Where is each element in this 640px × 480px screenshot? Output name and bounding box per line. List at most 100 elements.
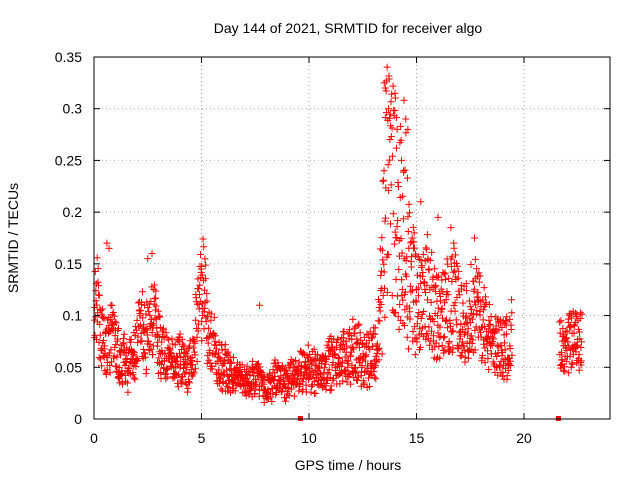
grid [94, 57, 610, 419]
data-point [146, 311, 154, 319]
data-point [133, 316, 141, 324]
data-point [564, 318, 572, 326]
data-point [475, 269, 483, 277]
data-point [453, 262, 461, 270]
data-point [430, 332, 438, 340]
data-point [199, 235, 207, 243]
data-point [281, 380, 289, 388]
data-point [452, 251, 460, 259]
data-point [103, 239, 111, 247]
data-point [196, 250, 204, 258]
data-point [435, 342, 443, 350]
data-point [95, 354, 103, 362]
data-point [411, 244, 419, 252]
data-point [138, 300, 146, 308]
data-point [475, 278, 483, 286]
data-point [99, 313, 107, 321]
data-point [104, 329, 112, 337]
data-point [219, 378, 227, 386]
data-point [370, 364, 378, 372]
data-point [404, 125, 412, 133]
data-point [198, 337, 206, 345]
data-point [156, 313, 164, 321]
data-point [326, 386, 334, 394]
data-point [231, 387, 239, 395]
data-point [397, 235, 405, 243]
data-point [404, 228, 412, 236]
data-point [416, 343, 424, 351]
data-point [307, 388, 315, 396]
data-point [106, 362, 114, 370]
data-point [371, 362, 379, 370]
data-point [393, 114, 401, 122]
data-point [123, 379, 131, 387]
data-point [149, 351, 157, 359]
data-point [221, 360, 229, 368]
data-point [456, 291, 464, 299]
data-point [260, 399, 268, 407]
data-point [427, 315, 435, 323]
data-point [381, 214, 389, 222]
data-point [480, 340, 488, 348]
data-point [473, 265, 481, 273]
data-point [338, 340, 346, 348]
data-point [295, 387, 303, 395]
data-point [195, 285, 203, 293]
data-point [449, 268, 457, 276]
data-point [357, 336, 365, 344]
data-point [130, 374, 138, 382]
x-tick-label: 5 [198, 430, 206, 446]
data-point [157, 369, 165, 377]
data-point [337, 362, 345, 370]
data-point [375, 344, 383, 352]
data-point [415, 308, 423, 316]
data-point [576, 309, 584, 317]
data-point [558, 348, 566, 356]
data-point [152, 287, 160, 295]
data-point [506, 315, 514, 323]
data-point [393, 292, 401, 300]
data-point [162, 375, 170, 383]
data-point [440, 349, 448, 357]
data-point [433, 273, 441, 281]
data-point [435, 333, 443, 341]
data-point [408, 253, 416, 261]
data-point [407, 263, 415, 271]
data-point [476, 311, 484, 319]
y-tick-label: 0.35 [55, 49, 82, 65]
data-point [444, 324, 452, 332]
data-point [508, 296, 516, 304]
data-point [155, 312, 163, 320]
data-point [143, 331, 151, 339]
data-point [443, 316, 451, 324]
data-point [210, 313, 218, 321]
data-point [154, 331, 162, 339]
data-point [293, 366, 301, 374]
data-point [302, 381, 310, 389]
data-point [473, 307, 481, 315]
data-point [110, 312, 118, 320]
data-point [486, 320, 494, 328]
data-point [395, 325, 403, 333]
data-point [386, 135, 394, 143]
data-point [410, 238, 418, 246]
data-point [329, 375, 337, 383]
data-point [200, 243, 208, 251]
data-point [407, 288, 415, 296]
data-point [425, 323, 433, 331]
data-point [299, 378, 307, 386]
data-point [325, 366, 333, 374]
data-point [148, 328, 156, 336]
data-point [388, 124, 396, 132]
data-point [575, 351, 583, 359]
data-point [97, 306, 105, 314]
data-point [468, 339, 476, 347]
data-point [336, 342, 344, 350]
data-point [404, 213, 412, 221]
data-point [448, 253, 456, 261]
data-point [379, 256, 387, 264]
data-point [405, 345, 413, 353]
data-point [454, 274, 462, 282]
data-point [485, 301, 493, 308]
data-point [332, 364, 340, 372]
